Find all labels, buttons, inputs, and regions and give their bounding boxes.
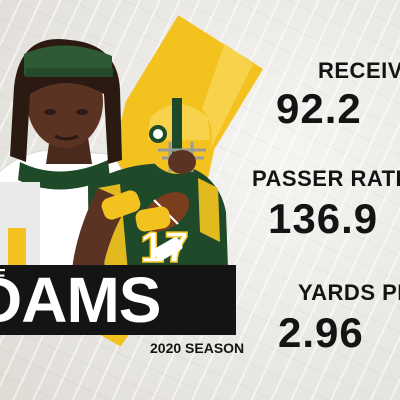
stat-value-yards-per: 2.96 [278, 309, 364, 356]
stat-label-receiving: RECEIVING [318, 58, 400, 83]
stat-value-receiving: 92.2 [276, 85, 362, 132]
stat-value-passer-rating: 136.9 [268, 195, 379, 242]
stat-label-yards-per: YARDS PER [298, 280, 400, 305]
player-last-name: DAMS [0, 264, 161, 336]
stat-label-passer-rating: PASSER RATING W [252, 166, 400, 191]
player-first-name: E [0, 266, 8, 286]
season-label: 2020 SEASON [150, 340, 245, 356]
player-name-bar [0, 265, 236, 335]
